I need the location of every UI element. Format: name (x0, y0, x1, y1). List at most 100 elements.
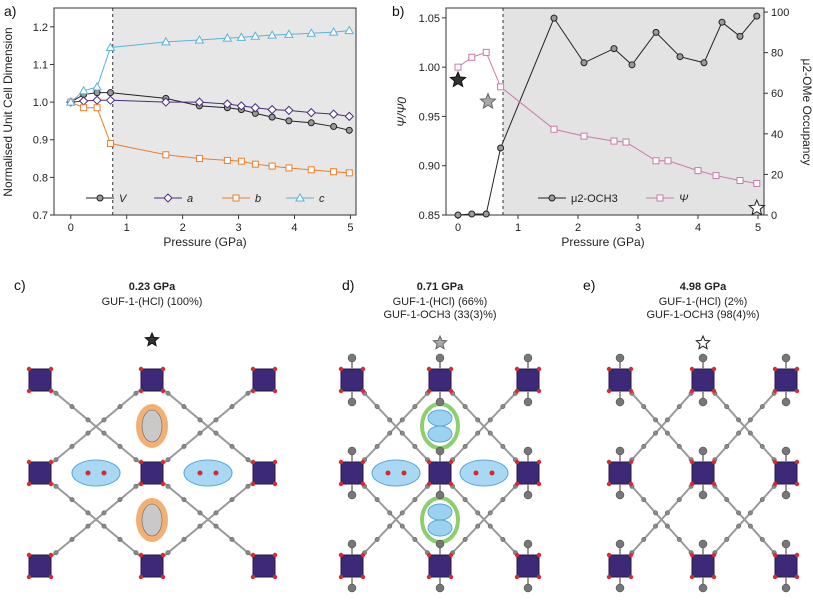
metal-node (689, 539, 717, 593)
metal-octahedron (340, 554, 364, 578)
oxygen-atom (628, 481, 634, 487)
point-μ2-OCH3 (676, 53, 684, 61)
point-μ2-OCH3 (753, 12, 761, 20)
oxygen-atom (26, 388, 32, 394)
y-right-tick-label: 100 (771, 7, 789, 19)
point-c (328, 27, 339, 36)
panel-b: b) 0 1 2 3 4 5 0.85 0.90 0.95 1.00 1.05 0 20 40 60 80… (392, 3, 813, 249)
guest-blue-horizontal (183, 459, 233, 487)
linker-atom (181, 404, 187, 410)
panel-a-shading (112, 8, 356, 215)
metal-octahedron (428, 554, 452, 578)
linker-atom (500, 404, 506, 410)
oxygen-atom (338, 574, 344, 580)
oxygen-atom (426, 574, 432, 580)
panel-b-series (454, 12, 761, 219)
oxygen-atom (514, 574, 520, 580)
oxygen-atom (606, 459, 612, 465)
oxygen-atom (628, 366, 634, 372)
point-Ψ (497, 83, 505, 91)
oxygen-atom (360, 552, 366, 558)
legend-marker-a (163, 193, 173, 203)
linker-atom (229, 443, 235, 449)
oxygen-atom (536, 481, 542, 487)
guest-core (141, 409, 163, 443)
x-tick-label: 0 (68, 222, 74, 234)
point-μ2-OCH3 (482, 210, 490, 218)
oxygen-atom (536, 459, 542, 465)
linker-atom (676, 404, 682, 410)
point-c (194, 34, 205, 44)
oxygen-atom (160, 481, 166, 487)
point-Ψ (468, 53, 476, 61)
star-grey-icon (479, 92, 497, 110)
methoxy-carbon (347, 490, 357, 500)
metal-octahedron (516, 554, 540, 578)
panel-a-x-ticks: 0 1 2 3 4 5 (68, 215, 353, 234)
x-tick-label: 5 (755, 222, 761, 234)
panel-b-stars (449, 70, 766, 216)
point-b (80, 104, 88, 112)
linker-atom (462, 497, 468, 503)
linker-atom (387, 510, 393, 516)
series-line-b (70, 101, 350, 174)
point-a (267, 104, 277, 115)
linker-bond (151, 379, 265, 474)
linker-atom (387, 430, 393, 436)
x-tick-label: 2 (180, 222, 186, 234)
linker-atom (197, 523, 203, 529)
metal-octahedron (516, 368, 540, 392)
linker-atom (759, 497, 765, 503)
y-tick-label: 1.1 (33, 59, 48, 71)
metal-node (338, 539, 366, 593)
methoxy-carbon (781, 490, 791, 500)
linker-atom (53, 550, 59, 556)
framework-lattice (338, 353, 542, 593)
linker-atom (487, 523, 493, 529)
x-tick-label: 3 (235, 222, 241, 234)
y-right-tick-label: 20 (771, 169, 783, 181)
oxygen-atom (272, 552, 278, 558)
point-b (307, 166, 315, 174)
panel-a: a) 0 1 2 3 4 5 0.7 0.8 0.9 1.0 1.1 1.2 Pressure (G… (1, 3, 357, 249)
oxygen-atom (536, 388, 542, 394)
linker-atom (747, 417, 753, 423)
linker-atom (736, 417, 742, 423)
x-tick-label: 0 (455, 222, 461, 234)
oxygen-atom (606, 552, 612, 558)
oxygen-atom (536, 552, 542, 558)
linker-bond (351, 379, 441, 474)
linker-atom (165, 550, 171, 556)
linker-atom (487, 417, 493, 423)
linker-atom (181, 443, 187, 449)
linker-atom (101, 523, 107, 529)
legend-marker (548, 194, 556, 202)
metal-node (606, 353, 634, 407)
y-right-tick-label: 60 (771, 88, 783, 100)
methoxy-carbon (347, 583, 357, 593)
metal-octahedron (28, 461, 52, 485)
panel-b-x-title: Pressure (GPa) (561, 235, 644, 249)
series-line-c (70, 30, 350, 103)
oxygen-atom (272, 481, 278, 487)
point-c (65, 97, 76, 106)
point-Ψ (622, 138, 630, 146)
oxygen-atom (160, 388, 166, 394)
methoxy-carbon (347, 397, 357, 407)
oxygen-atom (711, 366, 717, 372)
linker-atom (165, 457, 171, 463)
point-V (268, 113, 276, 121)
x-tick-label: 1 (124, 222, 130, 234)
oxygen-atom (138, 388, 144, 394)
point-c (306, 28, 317, 37)
oxygen-atom (338, 459, 344, 465)
x-tick-label: 5 (347, 222, 353, 234)
linker-atom (85, 523, 91, 529)
metal-node (250, 459, 278, 487)
linker-bond (702, 379, 787, 474)
point-μ2-OCH3 (580, 59, 588, 67)
point-Ψ (712, 172, 720, 180)
linker-atom (213, 510, 219, 516)
oxygen-atom (48, 366, 54, 372)
